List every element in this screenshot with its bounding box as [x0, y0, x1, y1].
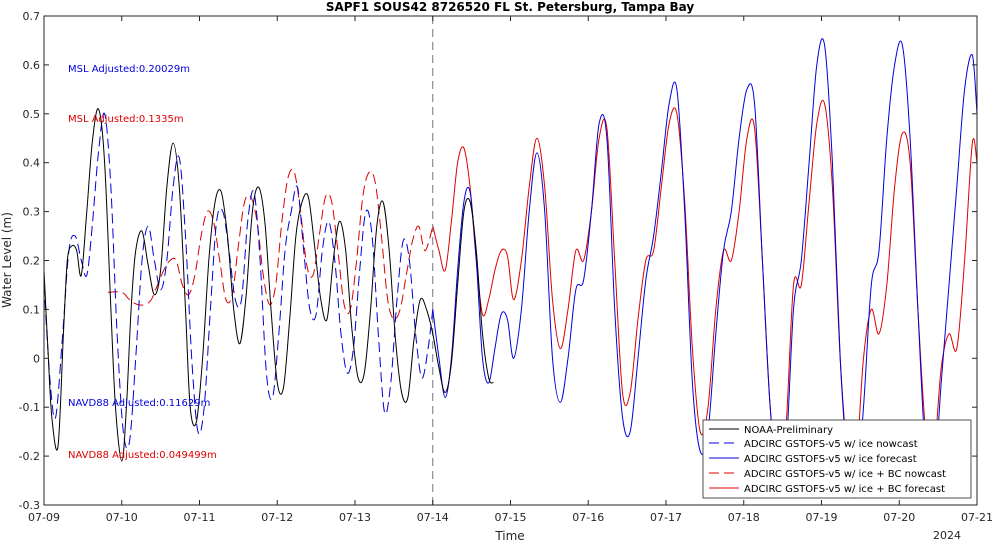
x-axis: 07-09 07-10 07-11 07-12 07-13 07-14 07-15 07-16…	[28, 16, 992, 524]
y-tick-label: 0.3	[23, 206, 41, 219]
annotation-navd88-blue: NAVD88 Adjusted:0.11629m	[68, 398, 210, 409]
y-tick-label: -0.3	[19, 499, 40, 512]
annotation-navd88-red: NAVD88 Adjusted:0.049499m	[68, 450, 217, 461]
y-tick-label: -0.2	[19, 450, 40, 463]
series-line-4	[432, 99, 978, 476]
y-tick-label: 0.5	[23, 108, 41, 121]
chart-title: SAPF1 SOUS42 8726520 FL St. Petersburg, …	[326, 0, 695, 14]
y-tick-label: 0	[33, 352, 40, 365]
x-tick-label: 07-16	[572, 511, 604, 524]
legend-label-ice-forecast: ADCIRC GSTOFS-v5 w/ ice forecast	[744, 454, 917, 465]
annotation-msl-red: MSL Adjusted:0.1335m	[68, 114, 184, 125]
legend: NOAA-Preliminary ADCIRC GSTOFS-v5 w/ ice…	[702, 419, 972, 499]
x-tick-label: 07-09	[28, 511, 60, 524]
x-tick-label: 07-20	[883, 511, 915, 524]
legend-label-bc-nowcast: ADCIRC GSTOFS-v5 w/ ice + BC nowcast	[744, 469, 946, 480]
x-tick-label: 07-11	[184, 511, 216, 524]
y-tick-label: 0.7	[23, 10, 41, 23]
y-axis: -0.3 -0.2 -0.1 0 0.1 0.2 0.3 0.4 0.5 0.6 0.7	[19, 10, 977, 512]
x-year-label: 2024	[933, 529, 961, 541]
y-tick-label: 0.1	[23, 303, 41, 316]
legend-label-ice-nowcast: ADCIRC GSTOFS-v5 w/ ice nowcast	[744, 439, 918, 450]
x-tick-label: 07-18	[728, 511, 760, 524]
series-line-0	[43, 108, 494, 462]
x-tick-label: 07-14	[417, 511, 449, 524]
y-axis-label: Water Level (m)	[0, 212, 14, 308]
legend-label-noaa: NOAA-Preliminary	[744, 425, 833, 436]
y-tick-label: 0.6	[23, 59, 41, 72]
y-tick-label: 0.2	[23, 255, 41, 268]
series-line-3	[107, 168, 434, 321]
legend-label-bc-forecast: ADCIRC GSTOFS-v5 w/ ice + BC forecast	[744, 484, 945, 495]
x-tick-label: 07-12	[261, 511, 293, 524]
x-tick-label: 07-15	[495, 511, 527, 524]
x-tick-label: 07-21	[961, 511, 992, 524]
y-tick-label: 0.4	[23, 157, 41, 170]
legend-box	[702, 419, 972, 499]
y-tick-label: -0.1	[19, 401, 40, 414]
x-tick-label: 07-13	[339, 511, 371, 524]
x-axis-label: Time	[494, 529, 524, 541]
x-tick-label: 07-10	[106, 511, 138, 524]
x-tick-label: 07-19	[806, 511, 838, 524]
annotation-msl-blue: MSL Adjusted:0.20029m	[68, 64, 190, 75]
series-line-1	[43, 112, 434, 449]
x-tick-label: 07-17	[650, 511, 682, 524]
